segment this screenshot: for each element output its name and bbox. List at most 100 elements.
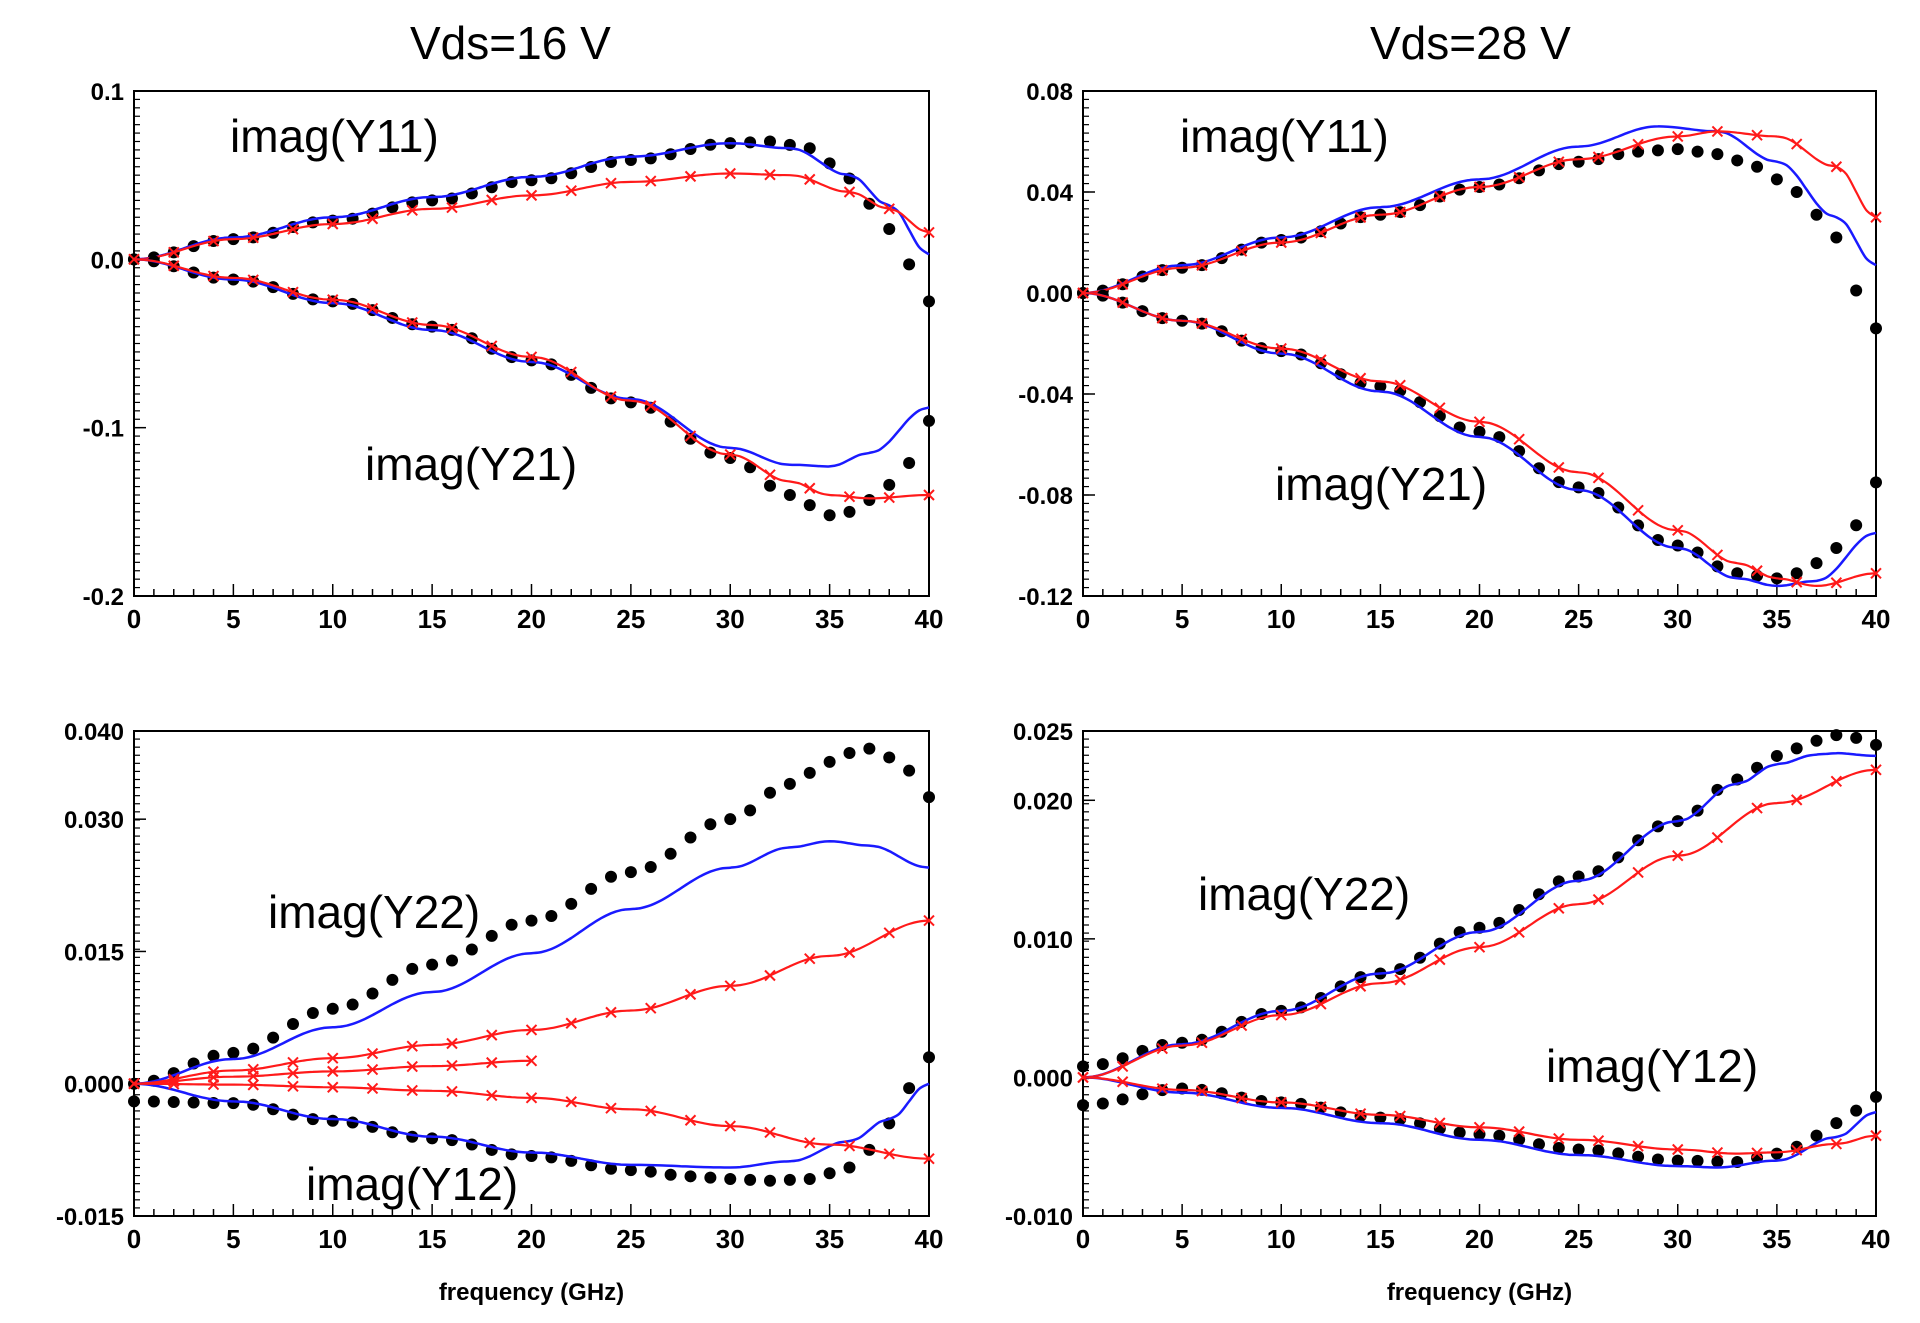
series-marker	[684, 430, 697, 442]
series-marker	[327, 294, 339, 306]
series-marker	[1711, 831, 1724, 844]
series-point	[1275, 233, 1288, 246]
series-marker	[923, 1152, 935, 1165]
series-marker	[1354, 372, 1367, 384]
series-point	[704, 818, 717, 831]
series-marker	[1592, 151, 1605, 163]
series-marker	[287, 1056, 299, 1069]
series-marker	[764, 469, 776, 481]
series-point	[1493, 1129, 1506, 1142]
series-marker	[1592, 893, 1605, 906]
curve-annotation: imag(Y11)	[1180, 110, 1389, 162]
series-point	[247, 1042, 260, 1055]
series-marker	[1553, 156, 1565, 168]
series-marker	[1354, 211, 1367, 224]
series-marker	[1275, 1009, 1287, 1021]
series-marker	[1513, 433, 1525, 445]
series-point	[923, 295, 935, 308]
y-tick-label: 0.00	[1026, 281, 1073, 308]
series-point	[903, 457, 916, 470]
series-marker	[207, 270, 220, 282]
series-point	[903, 258, 916, 271]
series-marker	[1830, 161, 1843, 173]
series-point	[207, 1049, 220, 1062]
series-marker	[525, 1092, 538, 1104]
series-point	[1096, 1058, 1109, 1071]
series-point	[1731, 567, 1744, 580]
series-marker	[247, 231, 259, 244]
series-point	[386, 973, 399, 986]
series-marker	[1116, 296, 1129, 309]
series-point	[783, 489, 796, 501]
x-tick-label: 25	[616, 1224, 645, 1254]
series-marker	[446, 1037, 458, 1050]
series-marker	[645, 175, 657, 187]
series-marker	[1790, 576, 1803, 588]
series-point	[923, 791, 935, 804]
series-point	[823, 755, 836, 768]
series-marker	[327, 218, 339, 230]
series-marker	[1394, 1110, 1406, 1122]
title-vds-28: Vds=28 V	[1370, 17, 1571, 69]
series-marker	[923, 914, 935, 927]
series-marker	[1235, 1019, 1248, 1032]
series-marker	[486, 340, 498, 352]
series-point	[684, 1170, 697, 1183]
x-tick-label: 35	[1762, 604, 1791, 634]
series-marker	[525, 351, 538, 363]
series-point	[1612, 1147, 1625, 1160]
series-marker	[804, 953, 816, 965]
series-point	[1691, 145, 1704, 158]
y-tick-label: 0.010	[1013, 927, 1073, 954]
series-marker	[1830, 577, 1843, 589]
series-point	[1453, 1126, 1466, 1139]
series-marker	[1354, 1107, 1367, 1120]
y-tick-label: -0.010	[1005, 1204, 1073, 1231]
series-marker	[1870, 211, 1882, 223]
series-marker	[684, 170, 697, 183]
series-point	[624, 1164, 637, 1177]
series-marker	[843, 186, 856, 198]
series-marker	[525, 189, 538, 202]
x-tick-label: 5	[1175, 604, 1189, 634]
series-point	[724, 813, 737, 826]
series-line	[133, 141, 930, 261]
series-point	[326, 1002, 339, 1015]
series-marker	[446, 1059, 458, 1072]
series-marker	[1394, 974, 1406, 986]
series-point	[843, 1161, 856, 1174]
series-marker	[684, 1114, 697, 1126]
series-marker	[1870, 764, 1882, 776]
series-point	[326, 295, 339, 308]
plot-frame	[133, 90, 930, 597]
series-point	[1651, 1153, 1664, 1166]
series-marker	[366, 213, 379, 225]
series-point	[883, 223, 896, 236]
x-tick-label: 20	[517, 604, 546, 634]
series-point	[1850, 284, 1863, 297]
series-marker	[1632, 866, 1644, 879]
series-marker	[923, 226, 935, 239]
series-marker	[645, 1105, 657, 1117]
x-tick-label: 0	[1076, 604, 1090, 634]
curve-annotation: imag(Y22)	[268, 886, 480, 938]
series-point	[406, 962, 419, 975]
series-point	[167, 1095, 180, 1108]
series-point	[744, 804, 757, 817]
series-point	[744, 1173, 757, 1186]
y-tick-label: -0.1	[83, 416, 124, 443]
series-marker	[128, 1078, 140, 1090]
series-marker	[366, 1082, 379, 1095]
series-marker	[883, 927, 895, 939]
series-point	[287, 1018, 299, 1031]
x-tick-label: 20	[1465, 604, 1494, 634]
series-point	[1830, 231, 1843, 244]
series-marker	[486, 1056, 498, 1069]
series-point	[1770, 173, 1783, 186]
series-point	[1572, 1143, 1585, 1156]
series-marker	[1275, 236, 1287, 249]
series-point	[1572, 155, 1585, 168]
x-tick-label: 35	[815, 1224, 844, 1254]
series-line	[1082, 1076, 1877, 1169]
